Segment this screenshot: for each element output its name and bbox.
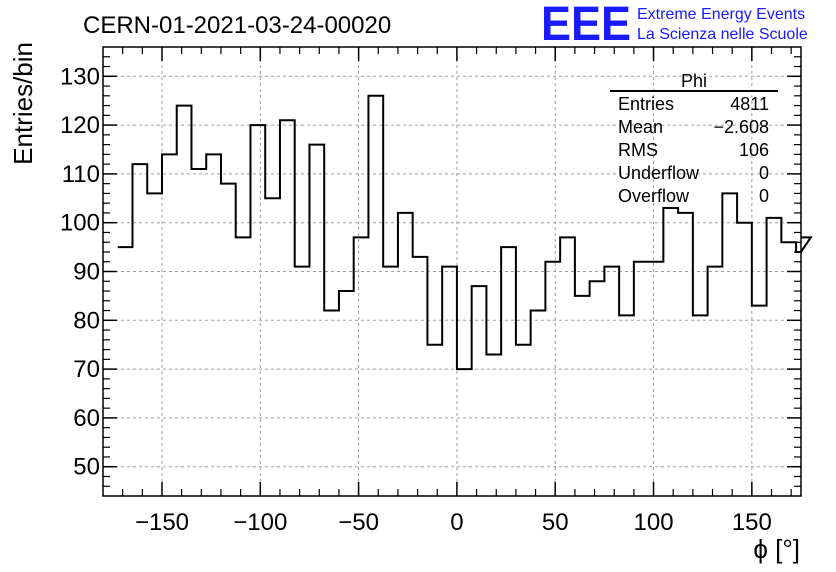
y-tick-label: 50 — [73, 454, 100, 481]
x-axis-label: ϕ [°] — [753, 534, 800, 564]
y-axis-label: Entries/bin — [8, 42, 38, 165]
stats-value-entries: 4811 — [730, 94, 769, 114]
stats-label-rms: RMS — [618, 140, 658, 160]
y-tick-label: 60 — [73, 405, 100, 432]
histogram-line — [117, 94, 813, 371]
y-tick-label: 90 — [73, 259, 100, 286]
x-tick-label: 100 — [634, 509, 674, 536]
logo-line2: La Scienza nelle Scuole — [637, 26, 808, 43]
stats-box: Phi Entries 4811 Mean −2.608 RMS 106 Und… — [610, 71, 778, 206]
plot-frame — [102, 46, 802, 497]
x-tick-label: 150 — [732, 509, 772, 536]
x-tick-label: 0 — [450, 509, 463, 536]
y-tick-label: 80 — [73, 307, 100, 334]
tick-labels: −150 −100 −50 0 50 100 150 50 60 70 80 90 100 110 120 1… — [60, 63, 772, 536]
axis-ticks — [103, 47, 801, 496]
eee-logo: EEE — [541, 0, 631, 51]
stats-label-underflow: Underflow — [618, 163, 700, 183]
stats-value-underflow: 0 — [759, 163, 769, 183]
chart-title: CERN-01-2021-03-24-00020 — [83, 12, 391, 39]
x-tick-label: −150 — [135, 509, 189, 536]
stats-label-mean: Mean — [618, 117, 663, 137]
stats-value-mean: −2.608 — [713, 117, 769, 137]
y-tick-label: 110 — [62, 161, 100, 188]
grid-lines — [103, 47, 801, 496]
stats-label-entries: Entries — [618, 94, 674, 114]
y-tick-label: 130 — [60, 63, 100, 90]
y-tick-label: 100 — [60, 210, 100, 237]
stats-value-rms: 106 — [739, 140, 769, 160]
stats-label-overflow: Overflow — [618, 186, 690, 206]
x-tick-label: −100 — [233, 509, 287, 536]
logo-line1: Extreme Energy Events — [637, 6, 805, 23]
x-tick-label: −50 — [338, 509, 379, 536]
y-tick-label: 70 — [73, 356, 100, 383]
stats-title: Phi — [681, 71, 707, 91]
stats-value-overflow: 0 — [759, 186, 769, 206]
x-tick-label: 50 — [542, 509, 569, 536]
y-tick-label: 120 — [60, 112, 100, 139]
